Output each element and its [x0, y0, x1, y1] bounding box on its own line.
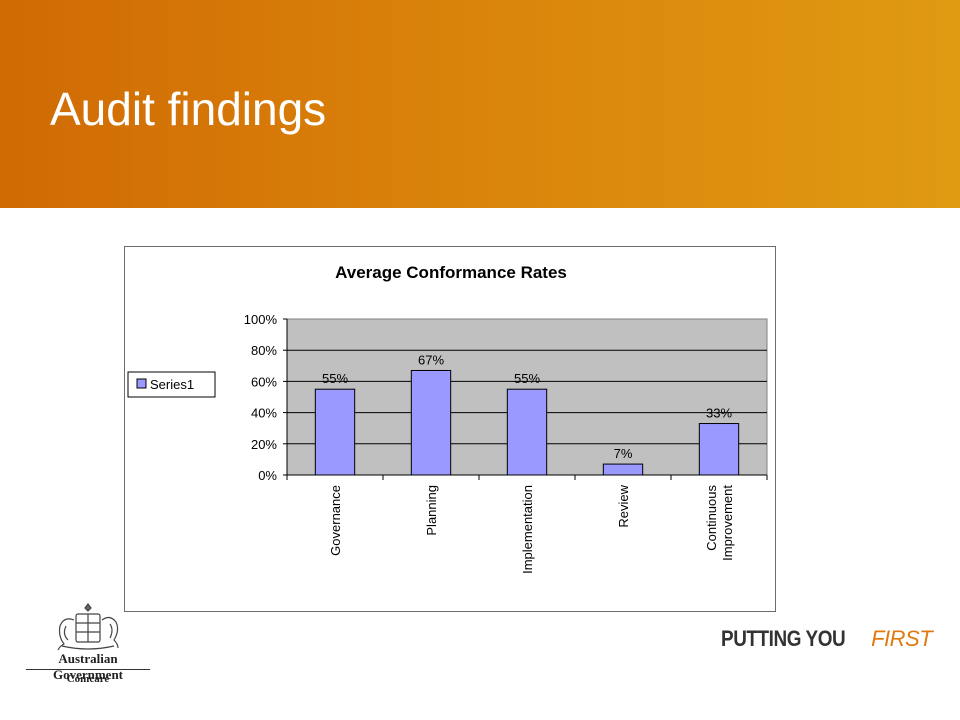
tagline: PUTTING YOU FIRST: [721, 626, 933, 652]
bar: [506, 388, 548, 476]
data-label: 67%: [418, 352, 444, 367]
tagline-main: PUTTING YOU: [721, 626, 846, 651]
x-tick-label: Continuous: [704, 485, 719, 551]
bar-chart: Average Conformance Rates 0% 20% 40% 60% 80% 1…: [127, 263, 768, 574]
y-tick-label: 80%: [251, 343, 277, 358]
y-tick-label: 40%: [251, 406, 277, 421]
y-tick-label: 0%: [258, 468, 277, 483]
title-banner: [0, 0, 960, 208]
x-tick-label: Planning: [424, 485, 439, 536]
divider: [26, 669, 150, 670]
chart-frame: Average Conformance Rates 0% 20% 40% 60% 80% 1…: [124, 246, 776, 612]
coat-of-arms-icon: [57, 603, 119, 651]
y-tick-label: 100%: [244, 312, 278, 327]
x-tick-label: Improvement: [720, 485, 735, 561]
chart-title: Average Conformance Rates: [335, 263, 567, 282]
x-tick-label: Review: [616, 484, 631, 527]
bar: [314, 388, 356, 476]
x-tick-label: Governance: [328, 485, 343, 556]
agency-name: Comcare: [66, 673, 110, 685]
tagline-accent: FIRST: [871, 626, 933, 651]
data-label: 55%: [514, 371, 540, 386]
legend-entry: Series1: [150, 377, 194, 392]
bar: [602, 463, 644, 476]
slide-title: Audit findings: [50, 83, 327, 135]
bar: [410, 369, 452, 476]
legend-swatch: [136, 378, 147, 389]
data-label: 55%: [322, 371, 348, 386]
y-tick-label: 60%: [251, 374, 277, 389]
data-label: 33%: [706, 406, 732, 421]
government-name: Australian Government: [52, 651, 124, 682]
data-label: 7%: [614, 446, 633, 461]
bar: [698, 423, 740, 476]
x-tick-label: Implementation: [520, 485, 535, 574]
y-tick-label: 20%: [251, 437, 277, 452]
